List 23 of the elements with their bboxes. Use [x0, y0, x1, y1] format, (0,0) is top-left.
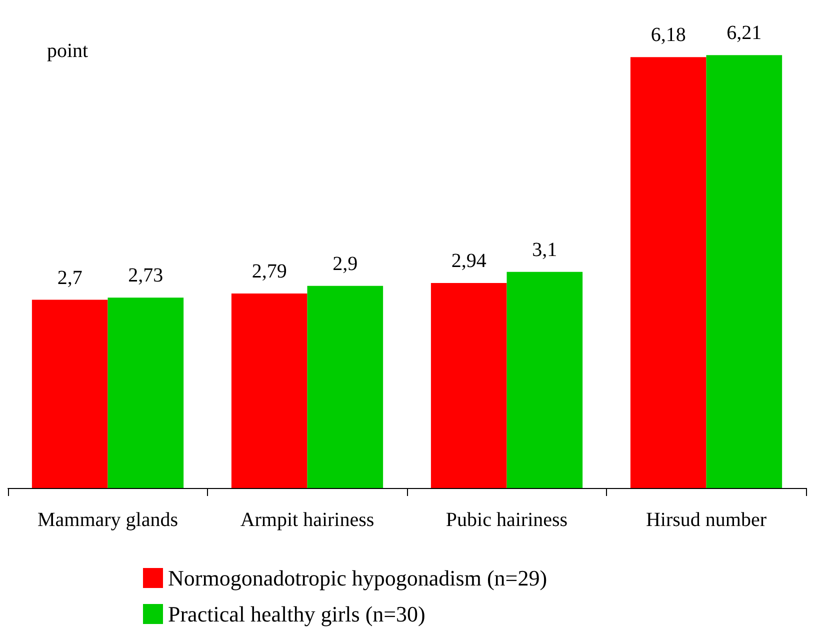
x-tick-label: Armpit hairiness: [240, 509, 374, 531]
legend-label: Normogonadotropic hypogonadism (n=29): [168, 566, 548, 590]
bar: [231, 293, 308, 488]
data-label: 6,18: [650, 24, 686, 46]
bar: [630, 57, 706, 488]
data-label: 2,79: [252, 260, 287, 282]
data-label: 3,1: [532, 238, 558, 261]
x-tick-label: Hirsud number: [646, 509, 767, 531]
data-label: 2,7: [57, 266, 82, 289]
data-label: 2,9: [332, 252, 358, 275]
x-tick-label: Mammary glands: [37, 509, 178, 531]
y-axis-title: point: [47, 40, 89, 62]
x-tick-label: Pubic hairiness: [446, 509, 568, 531]
data-label: 2,94: [451, 250, 486, 272]
bar: [108, 298, 184, 488]
bar: [430, 283, 507, 488]
bar: [307, 286, 384, 488]
data-label: 2,73: [128, 264, 164, 287]
data-label: 6,21: [726, 22, 762, 44]
bar: [506, 272, 583, 488]
bar: [706, 55, 782, 488]
bar: [32, 300, 108, 488]
legend-label: Practical healthy girls (n=30): [168, 602, 426, 626]
